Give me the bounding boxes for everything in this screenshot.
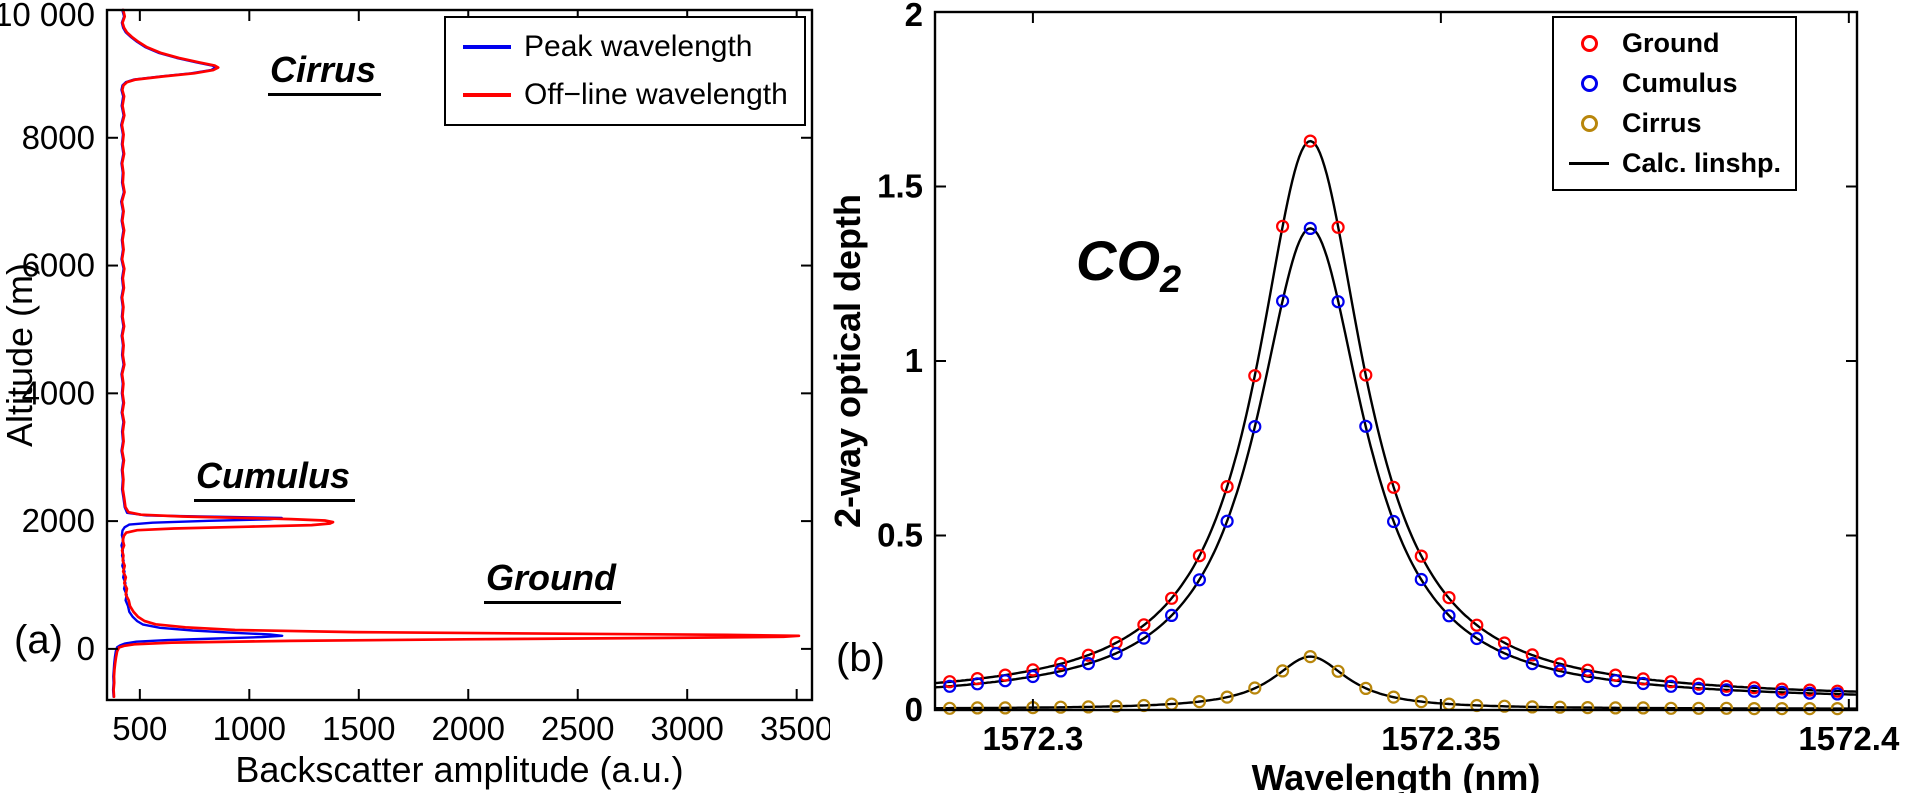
backscatter-plot-svg: 500 1000 1500 2000 2500 3000 3500 0 2000 4000 6000…	[0, 0, 833, 790]
svg-text:1.5: 1.5	[877, 168, 923, 205]
svg-text:2: 2	[905, 0, 923, 33]
legend-label: Cirrus	[1622, 108, 1702, 138]
legend-label: Ground	[1622, 28, 1720, 58]
svg-text:0: 0	[77, 630, 95, 667]
svg-text:500: 500	[112, 710, 167, 747]
svg-text:0.5: 0.5	[877, 517, 923, 554]
svg-text:2-way optical depth: 2-way optical depth	[830, 194, 868, 528]
calc-lineshape-line-swatch	[1568, 162, 1610, 165]
offline-wavelength-line-swatch	[462, 93, 512, 97]
svg-text:1572.4: 1572.4	[1798, 720, 1900, 757]
legend-entry-offline-wavelength: Off−line wavelength	[462, 78, 788, 112]
co2-absorption-chart: 1572.3 1572.35 1572.4 0 0.5 1 1.5 2 Wavelength (…	[827, 0, 1905, 793]
legend-entry-peak-wavelength: Peak wavelength	[462, 30, 788, 64]
legend-label: Calc. linshp.	[1622, 148, 1782, 178]
svg-text:1000: 1000	[213, 710, 286, 747]
annotation-co2: CO2	[1076, 228, 1181, 302]
legend-a: Peak wavelength Off−line wavelength	[444, 16, 806, 126]
annotation-ground: Ground	[484, 558, 621, 604]
svg-text:10 000: 10 000	[0, 0, 95, 33]
svg-text:8000: 8000	[22, 119, 95, 156]
legend-entry-ground: Ground	[1568, 28, 1781, 59]
svg-text:Wavelength (nm): Wavelength (nm)	[1252, 757, 1541, 793]
svg-text:3500: 3500	[760, 710, 830, 747]
svg-text:1: 1	[905, 342, 923, 379]
backscatter-chart: 500 1000 1500 2000 2500 3000 3500 0 2000 4000 6000…	[0, 0, 833, 793]
absorption-plot-svg: 1572.3 1572.35 1572.4 0 0.5 1 1.5 2 Wavelength (…	[827, 0, 1900, 793]
legend-entry-cumulus: Cumulus	[1568, 68, 1781, 99]
svg-text:6000: 6000	[22, 247, 95, 284]
svg-text:2000: 2000	[22, 502, 95, 539]
svg-text:2000: 2000	[432, 710, 505, 747]
peak-wavelength-line-swatch	[462, 45, 512, 49]
svg-text:1500: 1500	[322, 710, 395, 747]
legend-entry-calc-lineshape: Calc. linshp.	[1568, 148, 1781, 179]
svg-text:0: 0	[905, 691, 923, 728]
cumulus-marker-swatch	[1568, 75, 1610, 92]
panel-label-a: (a)	[14, 618, 63, 662]
svg-text:Backscatter amplitude (a.u.): Backscatter amplitude (a.u.)	[235, 749, 683, 790]
legend-entry-cirrus: Cirrus	[1568, 108, 1781, 139]
svg-text:3000: 3000	[650, 710, 723, 747]
ground-marker-swatch	[1568, 35, 1610, 52]
annotation-cumulus: Cumulus	[194, 456, 356, 502]
panel-a: 500 1000 1500 2000 2500 3000 3500 0 2000 4000 6000…	[0, 0, 833, 793]
co2-text: CO	[1076, 229, 1160, 292]
legend-label: Cumulus	[1622, 68, 1738, 98]
annotation-cirrus: Cirrus	[268, 50, 382, 96]
panel-b: 1572.3 1572.35 1572.4 0 0.5 1 1.5 2 Wavelength (…	[827, 0, 1905, 793]
co2-subscript: 2	[1160, 259, 1182, 302]
svg-text:4000: 4000	[22, 374, 95, 411]
legend-label: Off−line wavelength	[524, 78, 788, 111]
legend-b: Ground Cumulus Cirrus Calc. linshp.	[1552, 16, 1798, 191]
panel-label-b: (b)	[836, 636, 885, 680]
svg-text:1572.35: 1572.35	[1381, 720, 1500, 757]
svg-text:2500: 2500	[541, 710, 614, 747]
cirrus-marker-swatch	[1568, 115, 1610, 132]
svg-text:1572.3: 1572.3	[982, 720, 1083, 757]
svg-text:Altitude (m): Altitude (m)	[0, 263, 40, 447]
legend-label: Peak wavelength	[524, 30, 753, 63]
